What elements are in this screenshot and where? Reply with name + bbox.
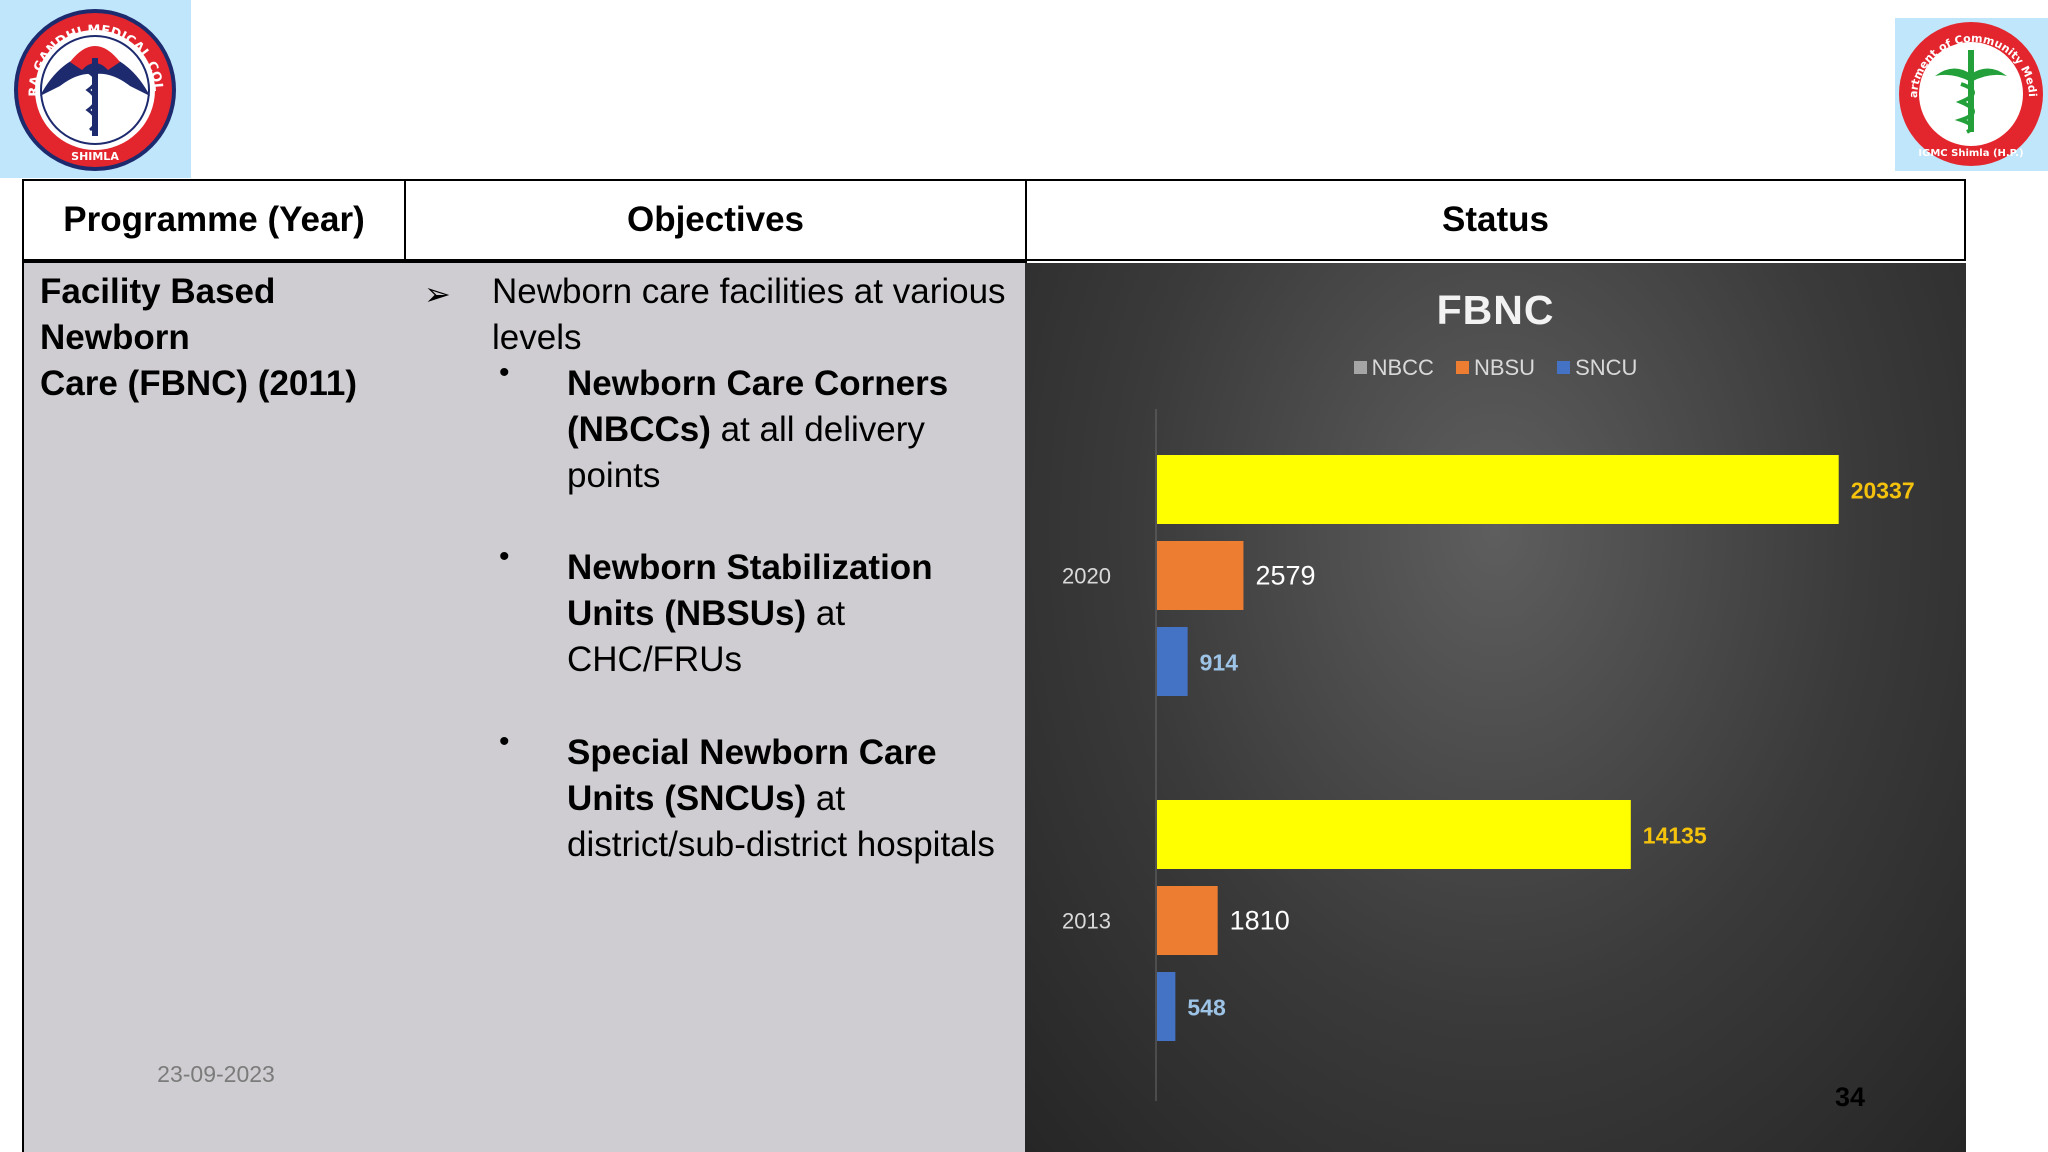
legend-label-sncu: SNCU [1575, 355, 1638, 380]
data-label-nbcc-2013: 14135 [1643, 823, 1707, 849]
programme-line-1: Facility Based [40, 272, 276, 311]
objective-nbcc: Newborn Care Corners (NBCCs) at all deli… [567, 361, 1027, 499]
data-label-sncu-2013: 548 [1187, 995, 1226, 1021]
bullet-icon: • [499, 540, 510, 573]
programme-table: Programme (Year) Objectives Status Facil… [22, 179, 1966, 1152]
objectives-cell: ➢ Newborn care facilities at various lev… [404, 263, 1027, 1152]
legend-item-nbsu: NBSU [1455, 355, 1536, 381]
data-label-nbsu-2020: 2579 [1255, 561, 1315, 591]
objective-sncu: Special Newborn Care Units (SNCUs) at di… [567, 730, 1027, 868]
data-label-nbcc-2020: 20337 [1851, 478, 1915, 504]
header-status: Status [1025, 179, 1966, 261]
legend-label-nbsu: NBSU [1473, 355, 1536, 380]
chart-legend: NBCC NBSU SNCU [1025, 355, 1966, 381]
bar-sncu-2020 [1157, 627, 1188, 696]
header-objectives: Objectives [404, 179, 1027, 261]
bar-nbcc-2020 [1157, 455, 1839, 524]
legend-swatch-nbsu [1455, 360, 1469, 374]
objective-nbsu-rest: at CHC/FRUs [567, 594, 846, 679]
bar-nbsu-2020 [1157, 541, 1244, 610]
programme-cell: Facility Based Newborn Care (FBNC) (2011… [22, 263, 406, 1152]
data-label-sncu-2020: 914 [1200, 650, 1239, 676]
objective-sncu-rest: at district/sub-district hospitals [567, 779, 995, 864]
data-label-nbsu-2013: 1810 [1230, 906, 1290, 936]
slide-number: 34 [1835, 1082, 1866, 1112]
department-logo-place: IGMC Shimla (H.P.) [1918, 148, 2023, 159]
college-logo: INDIRA GANDHI MEDICAL COLLEGE SHIMLA [0, 0, 191, 178]
college-logo-city: SHIMLA [71, 150, 119, 163]
category-label-2020: 2020 [1062, 564, 1111, 589]
legend-item-sncu: SNCU [1557, 355, 1637, 381]
objective-nbcc-bold: Newborn Care Corners (NBCCs) [567, 364, 949, 449]
bar-nbsu-2013 [1157, 886, 1218, 955]
department-logo: Department of Community Medicine IGMC Sh… [1895, 18, 2048, 171]
status-chart-cell: FBNC NBCC NBSU SNCU 2020 20337 2579 914 2013… [1025, 263, 1966, 1152]
legend-swatch-sncu [1557, 360, 1571, 374]
objective-sncu-bold: Special Newborn Care Units (SNCUs) [567, 733, 937, 818]
legend-label-nbcc: NBCC [1371, 355, 1434, 380]
bar-sncu-2013 [1157, 972, 1176, 1041]
programme-name: Facility Based Newborn Care (FBNC) (2011… [40, 269, 400, 407]
bullet-icon: • [499, 725, 510, 758]
programme-line-3: Care (FBNC) (2011) [40, 364, 358, 403]
objective-main: Newborn care facilities at various level… [492, 272, 1006, 357]
objective-nbsu: Newborn Stabilization Units (NBSUs) at C… [567, 545, 1027, 683]
bullet-icon: • [499, 356, 510, 389]
bar-nbcc-2013 [1157, 800, 1631, 869]
fbnc-bar-chart: 2020 20337 2579 914 2013 14135 1810 548 [1062, 409, 1915, 1101]
footer-date: 23-09-2023 [157, 1061, 275, 1087]
chart-title: FBNC [1436, 287, 1555, 333]
category-label-2013: 2013 [1062, 909, 1111, 934]
objective-nbsu-bold: Newborn Stabilization Units (NBSUs) [567, 548, 933, 633]
programme-line-2: Newborn [40, 318, 190, 357]
legend-swatch-nbcc [1353, 360, 1367, 374]
legend-item-nbcc: NBCC [1353, 355, 1434, 381]
header-programme: Programme (Year) [22, 179, 406, 261]
objective-nbcc-rest: at all delivery points [567, 410, 925, 495]
arrow-bullet-icon: ➢ [424, 276, 451, 312]
